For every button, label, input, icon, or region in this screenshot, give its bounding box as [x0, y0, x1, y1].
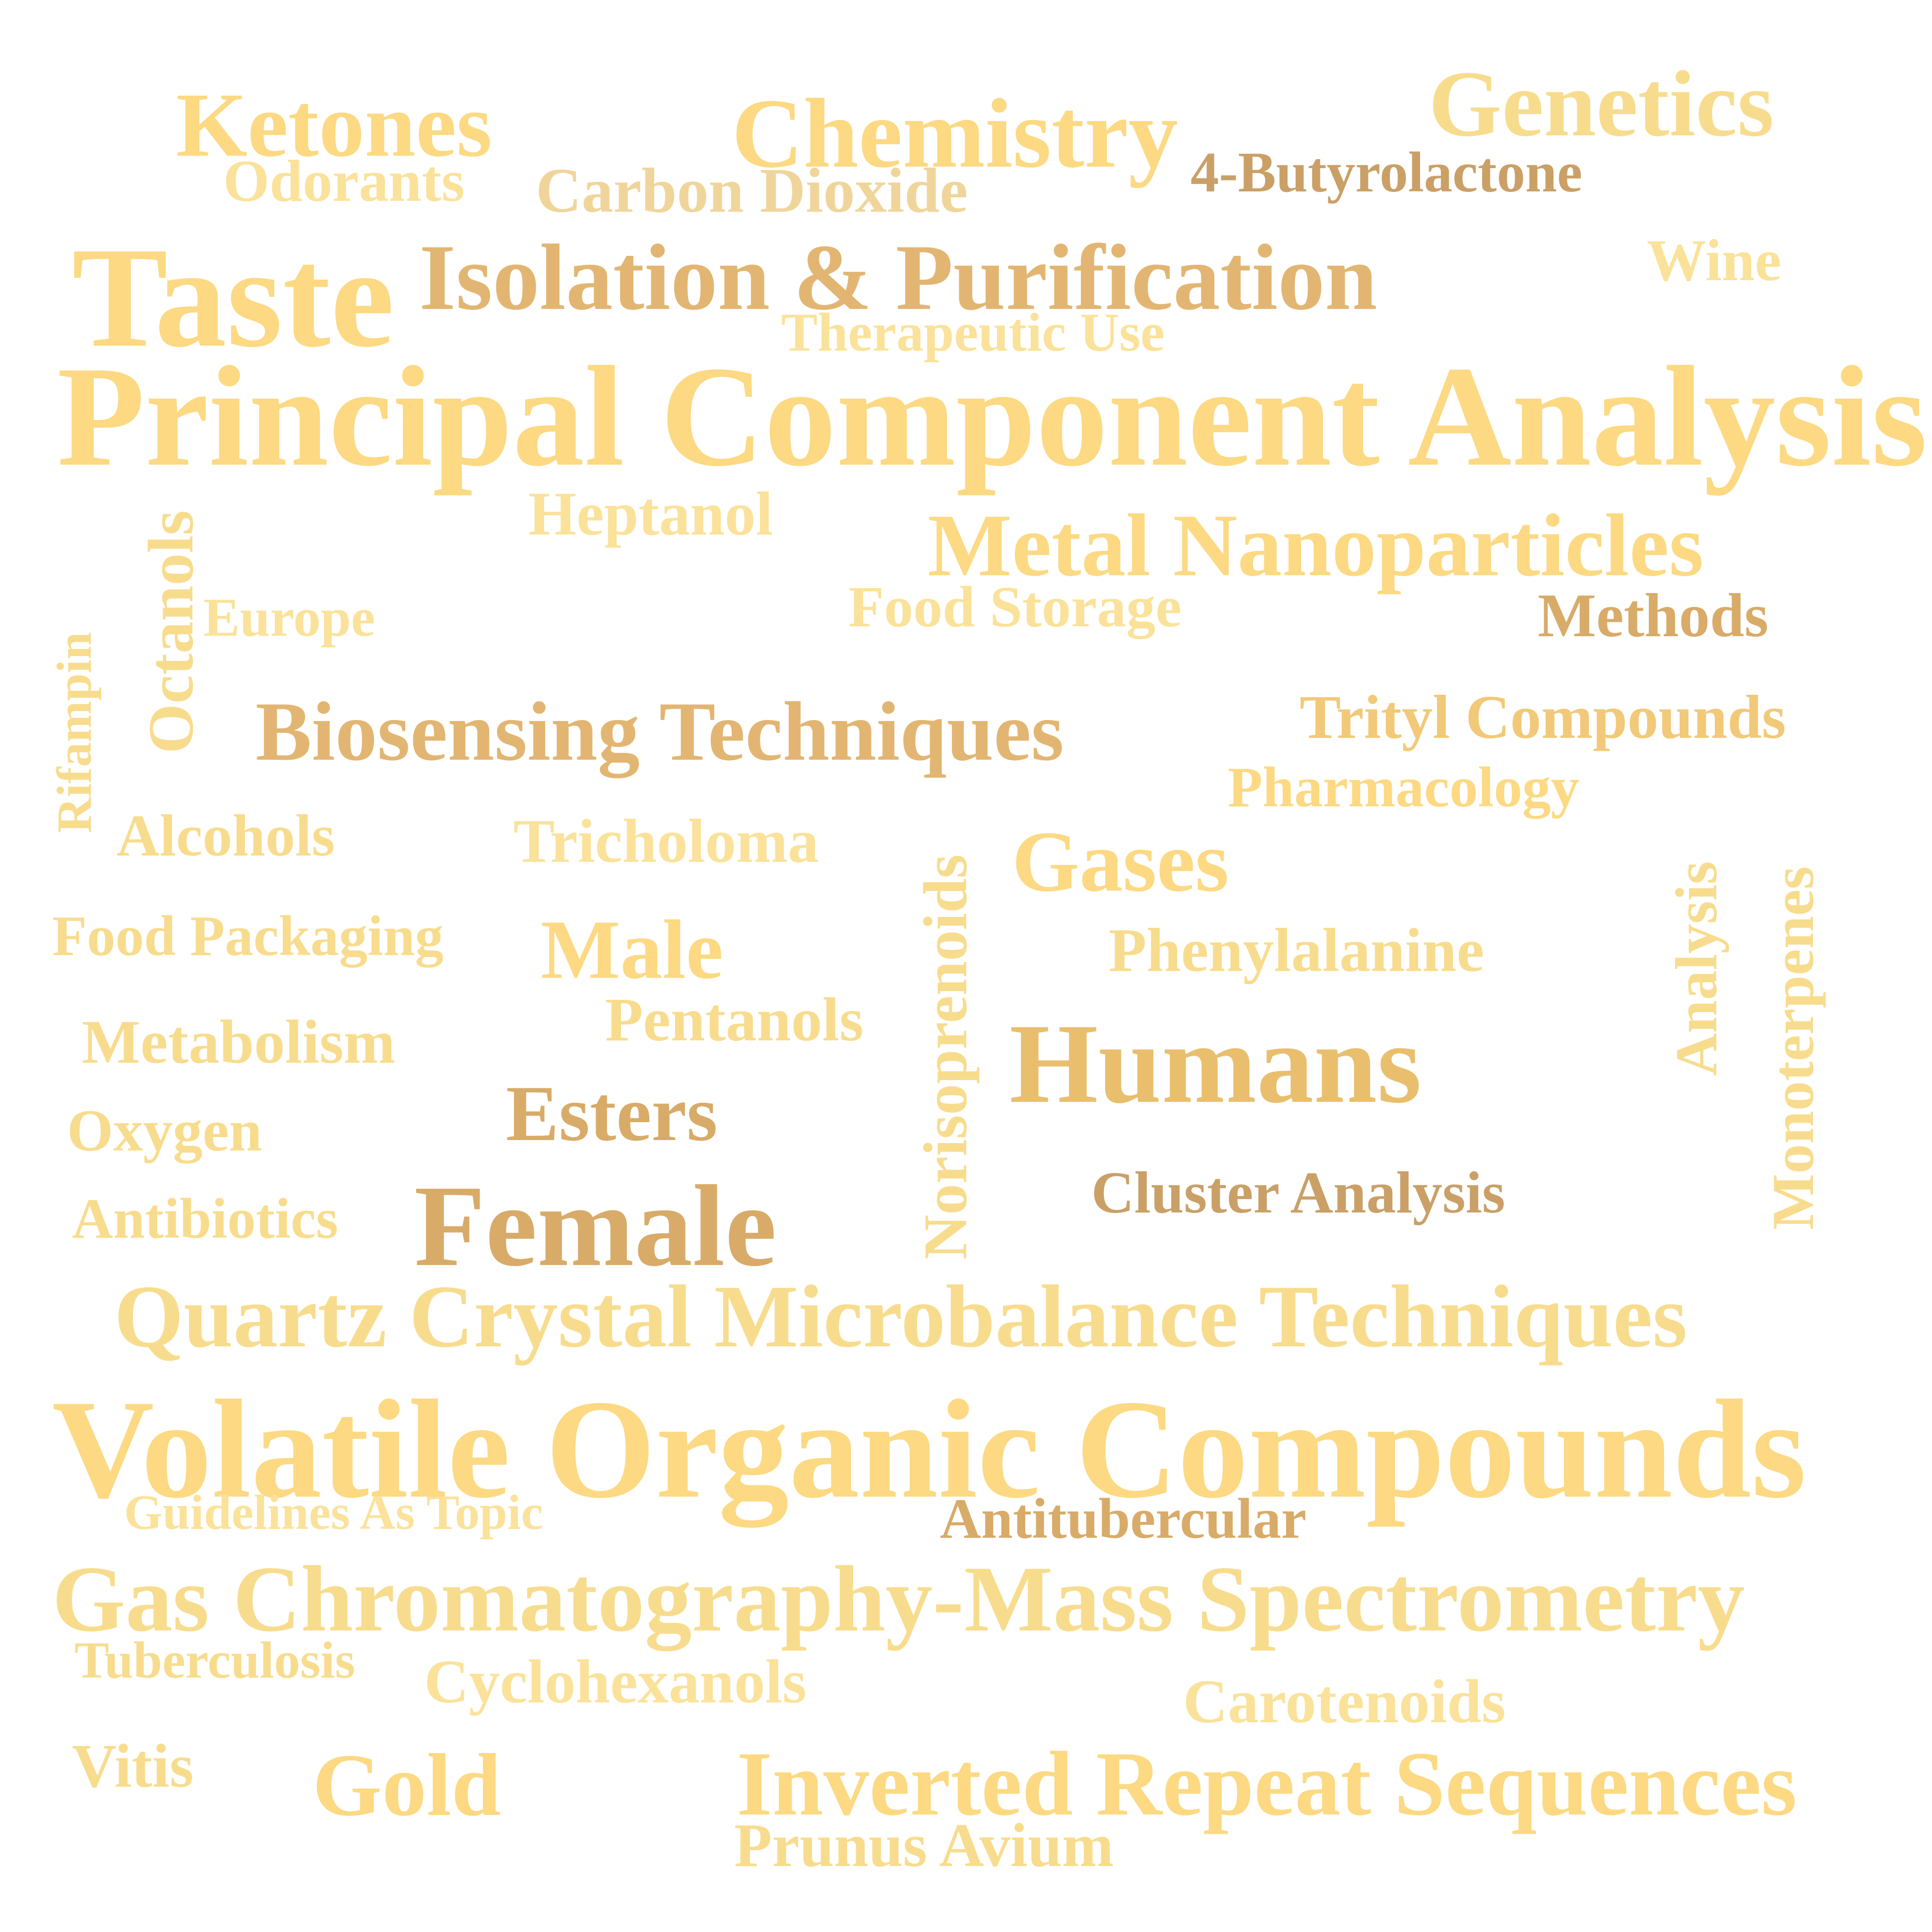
word-odorants: Odorants [223, 148, 465, 214]
word-rifampin: Rifampin [47, 632, 102, 833]
word-volatile-organic-compounds: Volatile Organic Compounds [52, 1371, 1807, 1527]
word-trityl-compounds: Trityl Compounds [1300, 683, 1786, 752]
word-norisoprenoids: Norisoprenoids [912, 854, 980, 1260]
word-analysis: Analysis [1663, 861, 1729, 1076]
word-food-storage: Food Storage [848, 574, 1182, 639]
word-genetics: Genetics [1429, 52, 1774, 156]
word-tuberculosis: Tuberculosis [74, 1631, 356, 1689]
word-isolation-purification: Isolation & Purification [419, 226, 1377, 330]
word-tricholoma: Tricholoma [513, 807, 819, 876]
word-gases: Gases [1012, 813, 1229, 909]
word-monoterpenes: Monoterpenes [1760, 866, 1826, 1230]
word-food-packaging: Food Packaging [52, 905, 444, 967]
word-methods: Methods [1538, 582, 1769, 650]
word-europe: Europe [203, 587, 375, 648]
word-biosensing-techniques: Biosensing Techniques [255, 685, 1064, 778]
word-pentanols: Pentanols [605, 986, 864, 1054]
word-octanols: Octanols [135, 510, 207, 754]
word-inverted-repeat-sequences: Inverted Repeat Sequences [737, 1733, 1797, 1835]
word-male: Male [541, 903, 724, 996]
word-therapeutic-use: Therapeutic Use [781, 302, 1165, 362]
word-quartz-crystal-microbalance-techniques: Quartz Crystal Microbalance Techniques [114, 1267, 1687, 1366]
word-antibiotics: Antibiotics [72, 1187, 338, 1250]
word-carotenoids: Carotenoids [1183, 1668, 1506, 1736]
word-principal-component-analysis: Principal Component Analysis [57, 337, 1928, 496]
word-metabolism: Metabolism [82, 1008, 395, 1077]
word-cluster-analysis: Cluster Analysis [1091, 1159, 1505, 1225]
word-pharmacology: Pharmacology [1228, 756, 1580, 819]
word-esters: Esters [506, 1069, 718, 1157]
word-oxygen: Oxygen [67, 1097, 262, 1163]
word-heptanol: Heptanol [528, 480, 773, 548]
word-carbon-dioxide: Carbon Dioxide [536, 155, 968, 226]
word-4-butyrolactone: 4-Butyrolactone [1190, 141, 1583, 204]
word-vitis: Vitis [72, 1732, 194, 1801]
word-taste: Taste [72, 218, 394, 377]
word-gold: Gold [312, 1736, 501, 1834]
word-female: Female [414, 1161, 777, 1290]
word-humans: Humans [1009, 1000, 1422, 1127]
word-wine: Wine [1647, 227, 1782, 293]
word-chemistry: Chemistry [732, 79, 1178, 188]
word-phenylalanine: Phenylalanine [1109, 916, 1485, 985]
word-metal-nanoparticles: Metal Nanoparticles [928, 496, 1704, 595]
word-prunus-avium: Prunus Avium [734, 1811, 1114, 1880]
word-gas-chromatography-mass-spectrometry: Gas Chromatography-Mass Spectrometry [52, 1547, 1745, 1651]
word-alcohols: Alcohols [117, 802, 335, 868]
word-cyclohexanols: Cyclohexanols [424, 1648, 807, 1716]
word-guidelines-as-topic: Guidelines As Topic [124, 1485, 543, 1540]
word-antitubercular: Antitubercular [940, 1487, 1307, 1550]
word-ketones: Ketones [176, 74, 493, 176]
